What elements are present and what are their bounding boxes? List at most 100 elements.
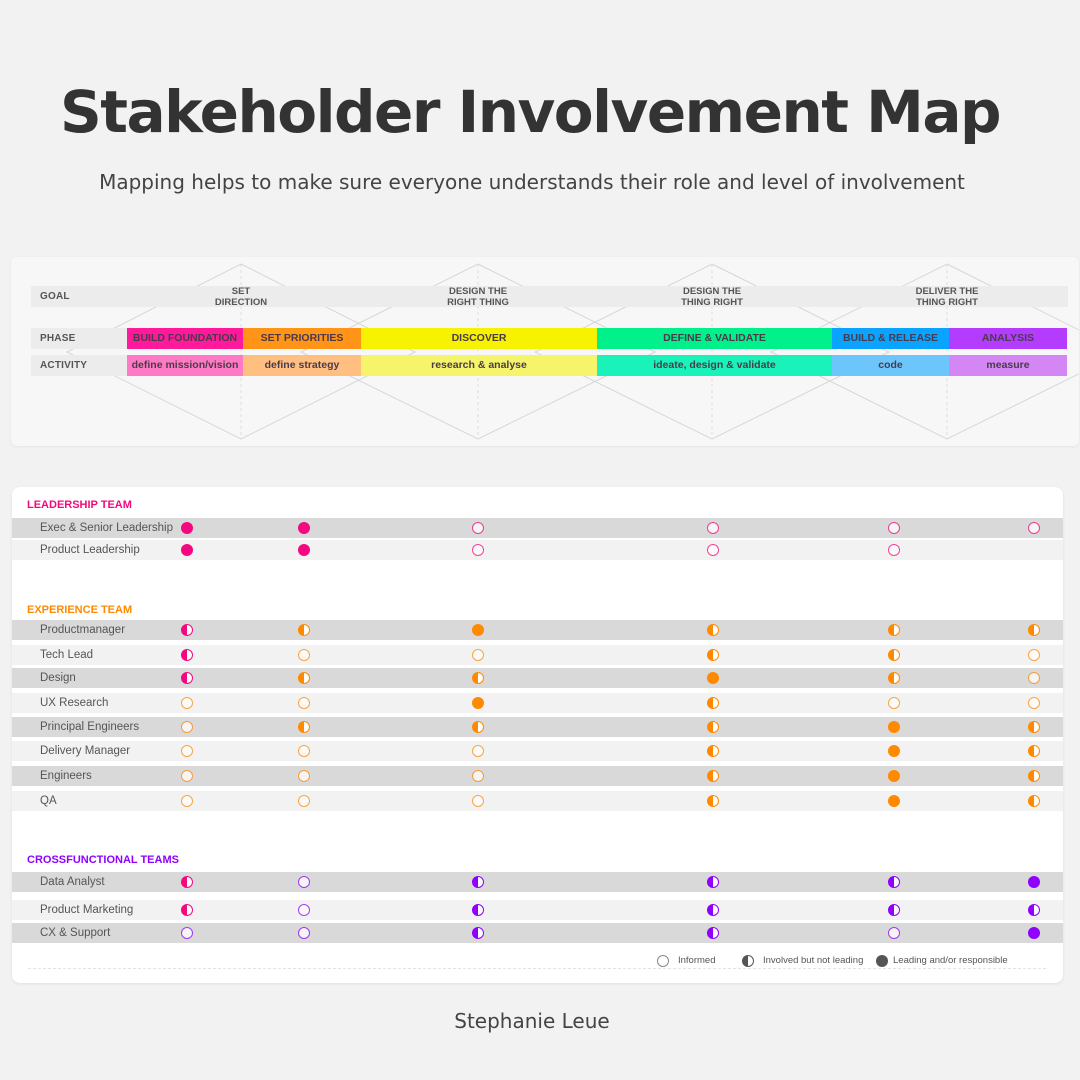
involved-dot-icon [472,672,484,684]
leading-dot-icon [181,544,193,556]
phase-set-priorities: SET PRIORITIES [243,328,361,349]
legend: Informed Involved but not leading Leadin… [12,954,1063,974]
involved-dot-icon [1028,904,1040,916]
leading-dot-icon [888,770,900,782]
goal-design-thing-right: DESIGN THE THING RIGHT [681,286,743,308]
informed-dot-icon [707,522,719,534]
stakeholder-name: Tech Lead [40,649,94,661]
legend-divider [28,968,1046,969]
informed-dot-icon [181,697,193,709]
involved-dot-icon [181,904,193,916]
team-title: CROSSFUNCTIONAL TEAMS [27,854,179,866]
informed-dot-icon [472,544,484,556]
involved-dot-icon [298,672,310,684]
informed-icon [657,955,669,967]
goal-design-right-thing: DESIGN THE RIGHT THING [447,286,509,308]
page-subtitle: Mapping helps to make sure everyone unde… [99,170,965,194]
involved-dot-icon [1028,624,1040,636]
stakeholder-name: QA [40,795,57,807]
leading-dot-icon [1028,876,1040,888]
phase-analysis: ANALYSIS [949,328,1067,349]
stakeholder-row: Exec & Senior Leadership [12,518,1063,538]
phase-build-release: BUILD & RELEASE [832,328,949,349]
stakeholder-row: CX & Support [12,923,1063,943]
stakeholder-row: Product Marketing [12,900,1063,920]
informed-dot-icon [181,770,193,782]
leading-dot-icon [472,697,484,709]
stakeholder-row: Product Leadership [12,540,1063,560]
involved-icon [742,955,754,967]
informed-dot-icon [888,544,900,556]
informed-dot-icon [298,795,310,807]
informed-dot-icon [181,927,193,939]
activity-cell: code [832,355,949,376]
informed-dot-icon [181,721,193,733]
stakeholder-name: Productmanager [40,624,126,636]
leading-dot-icon [298,522,310,534]
informed-dot-icon [472,770,484,782]
activity-cell: ideate, design & validate [597,355,832,376]
informed-dot-icon [181,795,193,807]
involved-dot-icon [298,624,310,636]
involved-dot-icon [298,721,310,733]
involved-dot-icon [888,904,900,916]
informed-dot-icon [472,745,484,757]
informed-dot-icon [472,522,484,534]
phase-row-label: PHASE [31,328,131,349]
involved-dot-icon [181,876,193,888]
stakeholder-name: Engineers [40,770,92,782]
activity-row-label: ACTIVITY [31,355,131,376]
legend-involved: Involved but not leading [763,955,864,966]
informed-dot-icon [181,745,193,757]
involved-dot-icon [707,795,719,807]
author-credit: Stephanie Leue [454,1009,610,1033]
stakeholder-name: Product Marketing [40,904,134,916]
activity-cell: research & analyse [361,355,597,376]
goal-set-direction: SET DIRECTION [214,286,268,308]
involved-dot-icon [472,927,484,939]
activity-cell: define strategy [243,355,361,376]
involved-dot-icon [181,649,193,661]
involved-dot-icon [1028,770,1040,782]
informed-dot-icon [1028,672,1040,684]
informed-dot-icon [472,649,484,661]
involved-dot-icon [707,697,719,709]
informed-dot-icon [298,927,310,939]
informed-dot-icon [298,904,310,916]
stakeholder-name: Design [40,672,76,684]
leading-dot-icon [888,745,900,757]
informed-dot-icon [298,649,310,661]
stakeholder-name: Data Analyst [40,876,105,888]
page-title: Stakeholder Involvement Map [59,78,1002,146]
involved-dot-icon [707,721,719,733]
involved-dot-icon [1028,795,1040,807]
involved-dot-icon [707,927,719,939]
goal-band [31,286,1068,307]
informed-dot-icon [888,927,900,939]
activity-cell: define mission/vision [127,355,243,376]
informed-dot-icon [298,876,310,888]
goal-row-label: GOAL [31,286,131,307]
involved-dot-icon [472,876,484,888]
involved-dot-icon [472,904,484,916]
leading-icon [876,955,888,967]
involved-dot-icon [888,624,900,636]
involved-dot-icon [888,672,900,684]
stakeholder-name: Exec & Senior Leadership [40,522,173,534]
stakeholder-name: Product Leadership [40,544,140,556]
involved-dot-icon [707,745,719,757]
involved-dot-icon [1028,721,1040,733]
involved-dot-icon [707,624,719,636]
informed-dot-icon [888,697,900,709]
informed-dot-icon [298,745,310,757]
involved-dot-icon [888,649,900,661]
leading-dot-icon [1028,927,1040,939]
legend-informed: Informed [678,955,716,966]
informed-dot-icon [1028,649,1040,661]
stakeholder-name: CX & Support [40,927,111,939]
informed-dot-icon [298,770,310,782]
stakeholder-row: QA [12,791,1063,811]
involved-dot-icon [1028,745,1040,757]
leading-dot-icon [707,672,719,684]
legend-leading: Leading and/or responsible [893,955,1008,966]
